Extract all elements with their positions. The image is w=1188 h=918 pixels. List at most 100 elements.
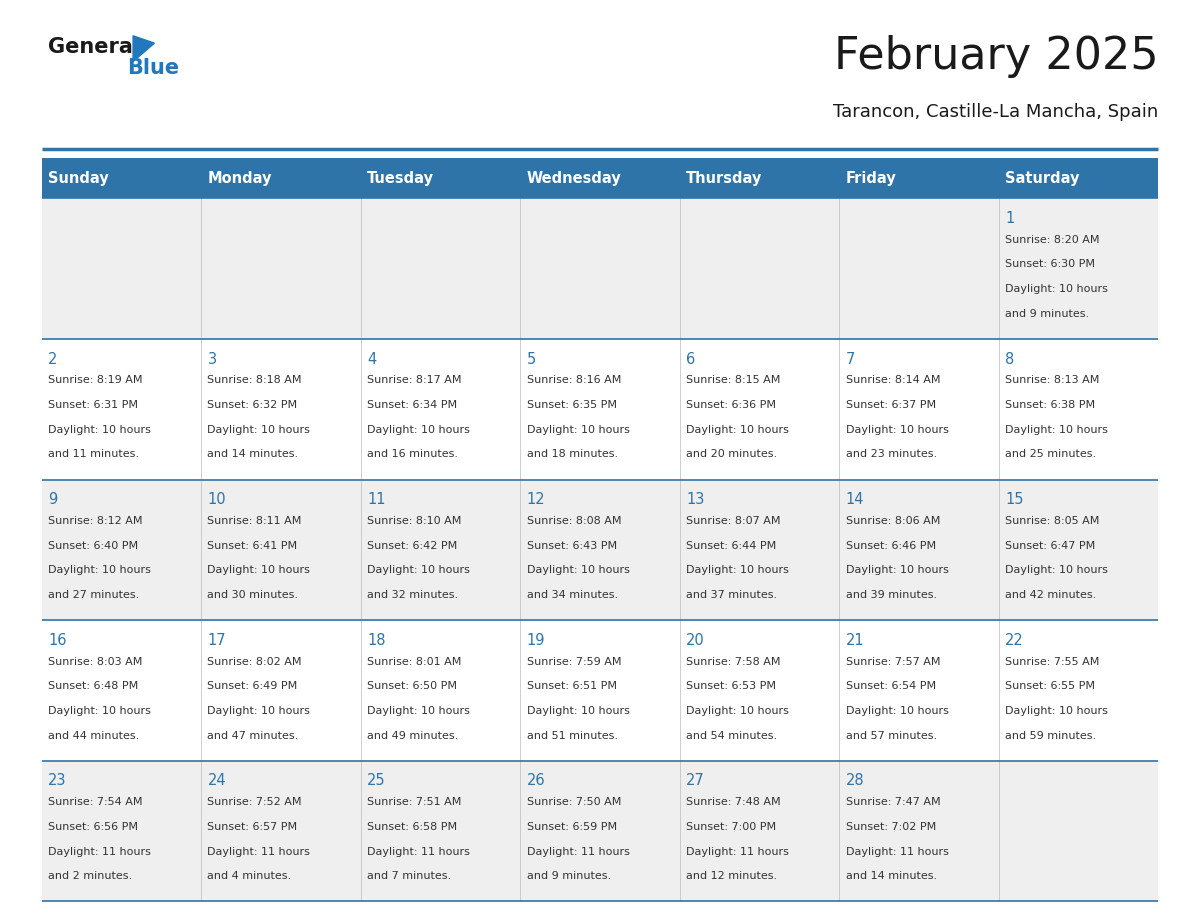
Text: Sunset: 6:56 PM: Sunset: 6:56 PM [48,822,138,832]
Text: 14: 14 [846,492,864,508]
Text: Sunset: 6:51 PM: Sunset: 6:51 PM [526,681,617,691]
Text: Daylight: 10 hours: Daylight: 10 hours [48,706,151,716]
Text: and 57 minutes.: and 57 minutes. [846,731,937,741]
Text: Sunset: 6:42 PM: Sunset: 6:42 PM [367,541,457,551]
Text: Daylight: 10 hours: Daylight: 10 hours [687,565,789,576]
Text: Daylight: 10 hours: Daylight: 10 hours [526,565,630,576]
Text: 26: 26 [526,774,545,789]
Text: 24: 24 [208,774,226,789]
Text: General: General [48,37,139,57]
Text: Sunrise: 7:55 AM: Sunrise: 7:55 AM [1005,656,1100,666]
Text: and 25 minutes.: and 25 minutes. [1005,449,1097,459]
Text: 4: 4 [367,352,377,366]
Text: Daylight: 11 hours: Daylight: 11 hours [208,846,310,856]
Text: Sunrise: 8:18 AM: Sunrise: 8:18 AM [208,375,302,386]
Text: 10: 10 [208,492,226,508]
Text: and 37 minutes.: and 37 minutes. [687,590,777,600]
Text: and 39 minutes.: and 39 minutes. [846,590,937,600]
Text: Sunset: 6:32 PM: Sunset: 6:32 PM [208,400,298,410]
Text: Daylight: 10 hours: Daylight: 10 hours [367,425,470,435]
Text: February 2025: February 2025 [834,35,1158,78]
Text: and 16 minutes.: and 16 minutes. [367,449,459,459]
Text: Thursday: Thursday [687,171,763,185]
Text: and 54 minutes.: and 54 minutes. [687,731,777,741]
FancyBboxPatch shape [42,761,1158,901]
FancyBboxPatch shape [42,198,1158,339]
Text: 12: 12 [526,492,545,508]
Text: Sunrise: 7:54 AM: Sunrise: 7:54 AM [48,798,143,808]
Text: and 11 minutes.: and 11 minutes. [48,449,139,459]
Text: 21: 21 [846,633,864,648]
Text: Sunrise: 7:52 AM: Sunrise: 7:52 AM [208,798,302,808]
Text: Sunrise: 8:10 AM: Sunrise: 8:10 AM [367,516,461,526]
Text: and 44 minutes.: and 44 minutes. [48,731,139,741]
Text: Sunday: Sunday [48,171,109,185]
Text: Daylight: 10 hours: Daylight: 10 hours [687,706,789,716]
Text: Sunrise: 7:57 AM: Sunrise: 7:57 AM [846,656,940,666]
Text: Daylight: 10 hours: Daylight: 10 hours [367,706,470,716]
Text: Sunrise: 8:11 AM: Sunrise: 8:11 AM [208,516,302,526]
Text: 15: 15 [1005,492,1024,508]
Text: Sunrise: 8:12 AM: Sunrise: 8:12 AM [48,516,143,526]
Text: 6: 6 [687,352,695,366]
Text: 20: 20 [687,633,704,648]
Text: and 34 minutes.: and 34 minutes. [526,590,618,600]
FancyBboxPatch shape [42,339,1158,479]
Text: Sunrise: 7:58 AM: Sunrise: 7:58 AM [687,656,781,666]
Text: and 42 minutes.: and 42 minutes. [1005,590,1097,600]
Text: Daylight: 11 hours: Daylight: 11 hours [687,846,789,856]
Text: Daylight: 10 hours: Daylight: 10 hours [208,565,310,576]
Text: 7: 7 [846,352,855,366]
Text: Sunrise: 7:50 AM: Sunrise: 7:50 AM [526,798,621,808]
FancyBboxPatch shape [42,621,1158,761]
Text: Sunrise: 8:15 AM: Sunrise: 8:15 AM [687,375,781,386]
FancyBboxPatch shape [42,158,1158,198]
Text: 13: 13 [687,492,704,508]
Text: Sunset: 6:54 PM: Sunset: 6:54 PM [846,681,936,691]
Text: Daylight: 10 hours: Daylight: 10 hours [48,425,151,435]
Text: Sunrise: 8:03 AM: Sunrise: 8:03 AM [48,656,143,666]
Text: Wednesday: Wednesday [526,171,621,185]
Text: Sunset: 6:41 PM: Sunset: 6:41 PM [208,541,298,551]
Text: Blue: Blue [127,58,179,78]
Text: Daylight: 10 hours: Daylight: 10 hours [526,706,630,716]
Text: Sunrise: 8:01 AM: Sunrise: 8:01 AM [367,656,461,666]
Text: Sunrise: 8:05 AM: Sunrise: 8:05 AM [1005,516,1100,526]
Text: Daylight: 10 hours: Daylight: 10 hours [208,706,310,716]
Text: and 59 minutes.: and 59 minutes. [1005,731,1097,741]
Text: 28: 28 [846,774,864,789]
Text: Daylight: 10 hours: Daylight: 10 hours [687,425,789,435]
Text: Sunset: 6:57 PM: Sunset: 6:57 PM [208,822,298,832]
Text: Sunrise: 8:13 AM: Sunrise: 8:13 AM [1005,375,1100,386]
Text: Daylight: 11 hours: Daylight: 11 hours [846,846,948,856]
Text: Sunset: 6:47 PM: Sunset: 6:47 PM [1005,541,1095,551]
Text: Sunrise: 8:16 AM: Sunrise: 8:16 AM [526,375,621,386]
Text: and 14 minutes.: and 14 minutes. [846,871,937,881]
Text: and 9 minutes.: and 9 minutes. [526,871,611,881]
Text: 2: 2 [48,352,57,366]
Text: 25: 25 [367,774,386,789]
Text: Sunrise: 8:17 AM: Sunrise: 8:17 AM [367,375,461,386]
Text: and 32 minutes.: and 32 minutes. [367,590,459,600]
Text: Daylight: 10 hours: Daylight: 10 hours [1005,565,1108,576]
Text: Tarancon, Castille-La Mancha, Spain: Tarancon, Castille-La Mancha, Spain [833,103,1158,121]
FancyBboxPatch shape [42,479,1158,621]
Text: Sunrise: 7:48 AM: Sunrise: 7:48 AM [687,798,781,808]
Text: Sunrise: 7:59 AM: Sunrise: 7:59 AM [526,656,621,666]
Text: 5: 5 [526,352,536,366]
Text: Sunset: 6:49 PM: Sunset: 6:49 PM [208,681,298,691]
Text: Saturday: Saturday [1005,171,1080,185]
Polygon shape [133,36,154,62]
Text: Sunset: 6:37 PM: Sunset: 6:37 PM [846,400,936,410]
Text: Daylight: 10 hours: Daylight: 10 hours [526,425,630,435]
Text: Sunrise: 8:14 AM: Sunrise: 8:14 AM [846,375,940,386]
Text: and 2 minutes.: and 2 minutes. [48,871,132,881]
Text: Daylight: 10 hours: Daylight: 10 hours [846,565,948,576]
Text: Sunset: 6:53 PM: Sunset: 6:53 PM [687,681,776,691]
Text: Sunset: 6:34 PM: Sunset: 6:34 PM [367,400,457,410]
Text: Monday: Monday [208,171,272,185]
Text: Friday: Friday [846,171,897,185]
Text: Sunrise: 8:08 AM: Sunrise: 8:08 AM [526,516,621,526]
Text: Sunrise: 8:20 AM: Sunrise: 8:20 AM [1005,235,1100,245]
Text: Sunset: 6:40 PM: Sunset: 6:40 PM [48,541,138,551]
